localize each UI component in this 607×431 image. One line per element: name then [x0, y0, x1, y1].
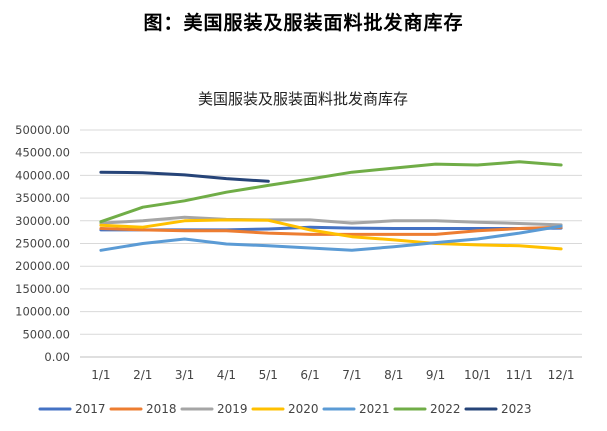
line-chart: 美国服装及服装面料批发商库存 0.00 5000.00 10000.00 15000.… [15, 90, 582, 416]
legend-label: 2017 [75, 402, 106, 416]
legend-label: 2021 [359, 402, 390, 416]
y-tick-label: 35000.00 [15, 191, 70, 205]
x-tick-label: 2/1 [133, 368, 152, 382]
y-tick-label: 5000.00 [22, 327, 70, 341]
legend-item-2017: 2017 [38, 402, 106, 416]
legend-label: 2019 [217, 402, 248, 416]
y-tick-label: 20000.00 [15, 259, 70, 273]
x-tick-label: 12/1 [548, 368, 575, 382]
legend-label: 2022 [430, 402, 461, 416]
legend-item-2020: 2020 [251, 402, 319, 416]
x-tick-label: 7/1 [342, 368, 361, 382]
y-tick-label: 15000.00 [15, 282, 70, 296]
y-tick-label: 0.00 [44, 350, 70, 364]
x-tick-label: 9/1 [426, 368, 445, 382]
x-tick-label: 11/1 [506, 368, 533, 382]
y-tick-label: 40000.00 [15, 168, 70, 182]
y-tick-label: 50000.00 [15, 123, 70, 137]
y-tick-label: 45000.00 [15, 146, 70, 160]
y-tick-label: 25000.00 [15, 237, 70, 251]
x-tick-label: 1/1 [91, 368, 110, 382]
series-line-2020 [99, 218, 563, 251]
axes: 0.00 5000.00 10000.00 15000.00 20000.00 25000… [15, 123, 582, 382]
y-tick-label: 10000.00 [15, 305, 70, 319]
x-tick-label: 4/1 [217, 368, 236, 382]
y-tick-label: 30000.00 [15, 214, 70, 228]
legend-label: 2020 [288, 402, 319, 416]
x-tick-label: 3/1 [175, 368, 194, 382]
legend-item-2021: 2021 [322, 402, 390, 416]
legend-item-2023: 2023 [464, 402, 532, 416]
legend-item-2019: 2019 [180, 402, 248, 416]
x-tick-label: 6/1 [300, 368, 319, 382]
x-tick-label: 5/1 [259, 368, 278, 382]
x-tick-label: 8/1 [384, 368, 403, 382]
series-line-2022 [99, 160, 563, 224]
chart-title: 美国服装及服装面料批发商库存 [198, 90, 408, 108]
series-line-2019 [99, 215, 563, 227]
legend-item-2022: 2022 [393, 402, 461, 416]
legend-item-2018: 2018 [109, 402, 177, 416]
series-line-2021 [99, 224, 563, 252]
chart-container: 美国服装及服装面料批发商库存 0.00 5000.00 10000.00 15000.… [0, 72, 607, 431]
x-tick-label: 10/1 [464, 368, 491, 382]
series-line-2023 [99, 170, 270, 183]
figure-title: 图：美国服装及服装面料批发商库存 [143, 12, 464, 34]
legend-label: 2023 [501, 402, 532, 416]
series-lines [99, 160, 563, 252]
legend-label: 2018 [146, 402, 177, 416]
legend: 2017 2018 2019 2020 2021 2022 2023 [38, 402, 532, 416]
